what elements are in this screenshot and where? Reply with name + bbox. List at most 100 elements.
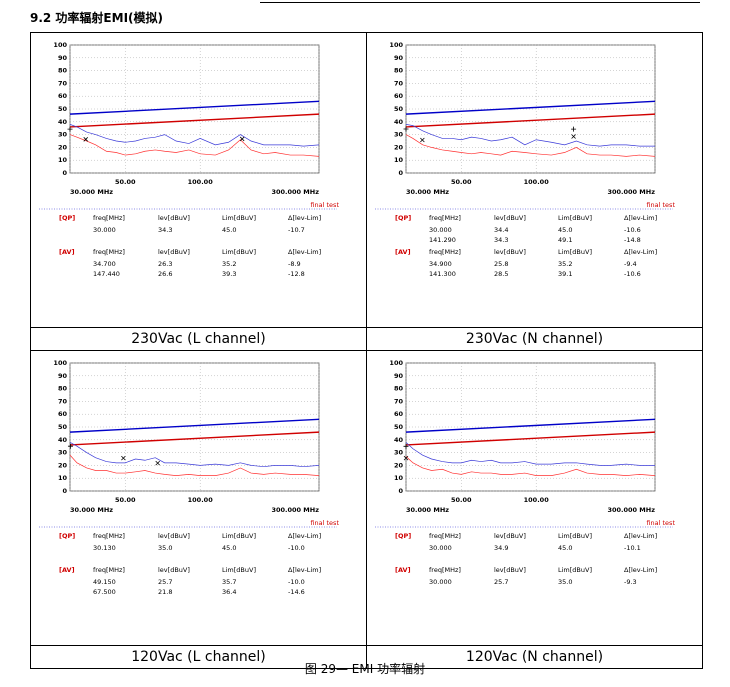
y-tick-label: 60 xyxy=(394,92,404,100)
cell-value: 34.3 xyxy=(158,226,172,234)
table-label: [AV] xyxy=(395,566,411,574)
y-tick-label: 30 xyxy=(394,131,404,139)
column-header: Lim[dBuV] xyxy=(558,248,592,256)
cell-value: 34.700 xyxy=(93,260,116,268)
y-tick-label: 0 xyxy=(398,169,403,177)
table-label: [QP] xyxy=(59,532,75,540)
y-tick-label: 10 xyxy=(58,156,68,164)
column-header: Δ[lev-Lim] xyxy=(288,214,321,222)
cell-value: -8.9 xyxy=(288,260,301,268)
cell-value: 34.9 xyxy=(494,544,508,552)
cell: 0 10 20 30 40 50 60 70 80 90 100 30.000 MHz 50.00 100… xyxy=(30,32,367,328)
x-tick-label: 50.00 xyxy=(115,496,136,504)
column-header: lev[dBuV] xyxy=(158,248,190,256)
column-header: freq[MHz] xyxy=(429,532,461,540)
column-header: lev[dBuV] xyxy=(158,532,190,540)
cell-value: -9.3 xyxy=(624,578,637,586)
column-header: Δ[lev-Lim] xyxy=(624,248,657,256)
emi-table: 0 10 20 30 40 50 60 70 80 90 100 30.000 MHz 50.00 100… xyxy=(30,32,703,669)
cell-value: -14.6 xyxy=(288,588,305,596)
note: final test xyxy=(310,201,339,209)
y-tick-label: 100 xyxy=(389,41,403,49)
y-tick-label: 40 xyxy=(58,118,68,126)
y-tick-label: 70 xyxy=(58,79,68,87)
x-tick-label: 50.00 xyxy=(115,178,136,186)
x-tick-label: 100.00 xyxy=(524,178,550,186)
y-tick-label: 30 xyxy=(394,449,404,457)
y-tick-label: 40 xyxy=(394,118,404,126)
column-header: freq[MHz] xyxy=(93,566,125,574)
column-header: Lim[dBuV] xyxy=(222,566,256,574)
y-tick-label: 100 xyxy=(53,41,67,49)
column-header: Lim[dBuV] xyxy=(558,214,592,222)
cell-value: -10.6 xyxy=(624,270,641,278)
marker xyxy=(83,137,89,142)
table-label: [AV] xyxy=(59,566,75,574)
cell-value: 67.500 xyxy=(93,588,116,596)
column-header: freq[MHz] xyxy=(429,566,461,574)
y-tick-label: 70 xyxy=(58,397,68,405)
y-tick-label: 90 xyxy=(394,372,404,380)
column-header: freq[MHz] xyxy=(429,214,461,222)
limit-line xyxy=(69,418,320,433)
marker xyxy=(67,443,73,449)
marker xyxy=(155,460,160,466)
x-tick-label: 100.00 xyxy=(524,496,550,504)
caption: 120Vac (N channel) xyxy=(366,645,703,669)
cell-value: 30.000 xyxy=(429,544,452,552)
column-header: Lim[dBuV] xyxy=(222,214,256,222)
y-tick-label: 0 xyxy=(398,487,403,495)
cell-value: -9.4 xyxy=(624,260,637,268)
cell-value: 39.3 xyxy=(222,270,236,278)
y-tick-label: 60 xyxy=(58,410,68,418)
y-tick-label: 20 xyxy=(58,143,68,151)
cell-value: 35.2 xyxy=(222,260,236,268)
trace xyxy=(69,442,320,468)
y-tick-label: 30 xyxy=(58,131,68,139)
marker xyxy=(121,455,126,461)
cell-value: 35.7 xyxy=(222,578,236,586)
cell-value: 25.8 xyxy=(494,260,508,268)
y-tick-label: 90 xyxy=(58,54,68,62)
column-header: lev[dBuV] xyxy=(158,566,190,574)
cell-value: 26.6 xyxy=(158,270,172,278)
table-label: [QP] xyxy=(59,214,75,222)
trace xyxy=(405,442,655,466)
cell-value: 45.0 xyxy=(222,226,236,234)
trace xyxy=(69,454,320,476)
table-label: [QP] xyxy=(395,214,411,222)
y-tick-label: 30 xyxy=(58,449,68,457)
header-rule xyxy=(260,2,700,3)
y-tick-label: 80 xyxy=(394,385,404,393)
marker xyxy=(403,455,409,461)
column-header: lev[dBuV] xyxy=(494,532,526,540)
column-header: Δ[lev-Lim] xyxy=(288,566,321,574)
y-tick-label: 70 xyxy=(394,79,404,87)
caption: 230Vac (N channel) xyxy=(366,327,703,351)
cell-value: 45.0 xyxy=(222,544,236,552)
cell: 0 10 20 30 40 50 60 70 80 90 100 30.000 MHz 50.00 100… xyxy=(30,350,367,646)
limit-line xyxy=(405,100,656,115)
x-tick-label: 300.000 MHz xyxy=(607,188,655,196)
cell-value: 30.000 xyxy=(429,578,452,586)
limit-line xyxy=(405,113,656,128)
cell-value: 30.000 xyxy=(429,226,452,234)
limit-line xyxy=(405,418,656,433)
cell-value: 34.3 xyxy=(494,236,508,244)
marker xyxy=(571,126,577,132)
marker xyxy=(239,136,245,142)
cell-value: -10.0 xyxy=(288,544,305,552)
column-header: lev[dBuV] xyxy=(158,214,190,222)
y-tick-label: 10 xyxy=(394,474,404,482)
column-header: Δ[lev-Lim] xyxy=(288,532,321,540)
x-tick-label: 50.00 xyxy=(451,496,472,504)
y-tick-label: 90 xyxy=(58,372,68,380)
column-header: freq[MHz] xyxy=(93,214,125,222)
column-header: Δ[lev-Lim] xyxy=(288,248,321,256)
cell-value: -14.8 xyxy=(624,236,641,244)
cell-value: 49.1 xyxy=(558,236,572,244)
column-header: Δ[lev-Lim] xyxy=(624,214,657,222)
